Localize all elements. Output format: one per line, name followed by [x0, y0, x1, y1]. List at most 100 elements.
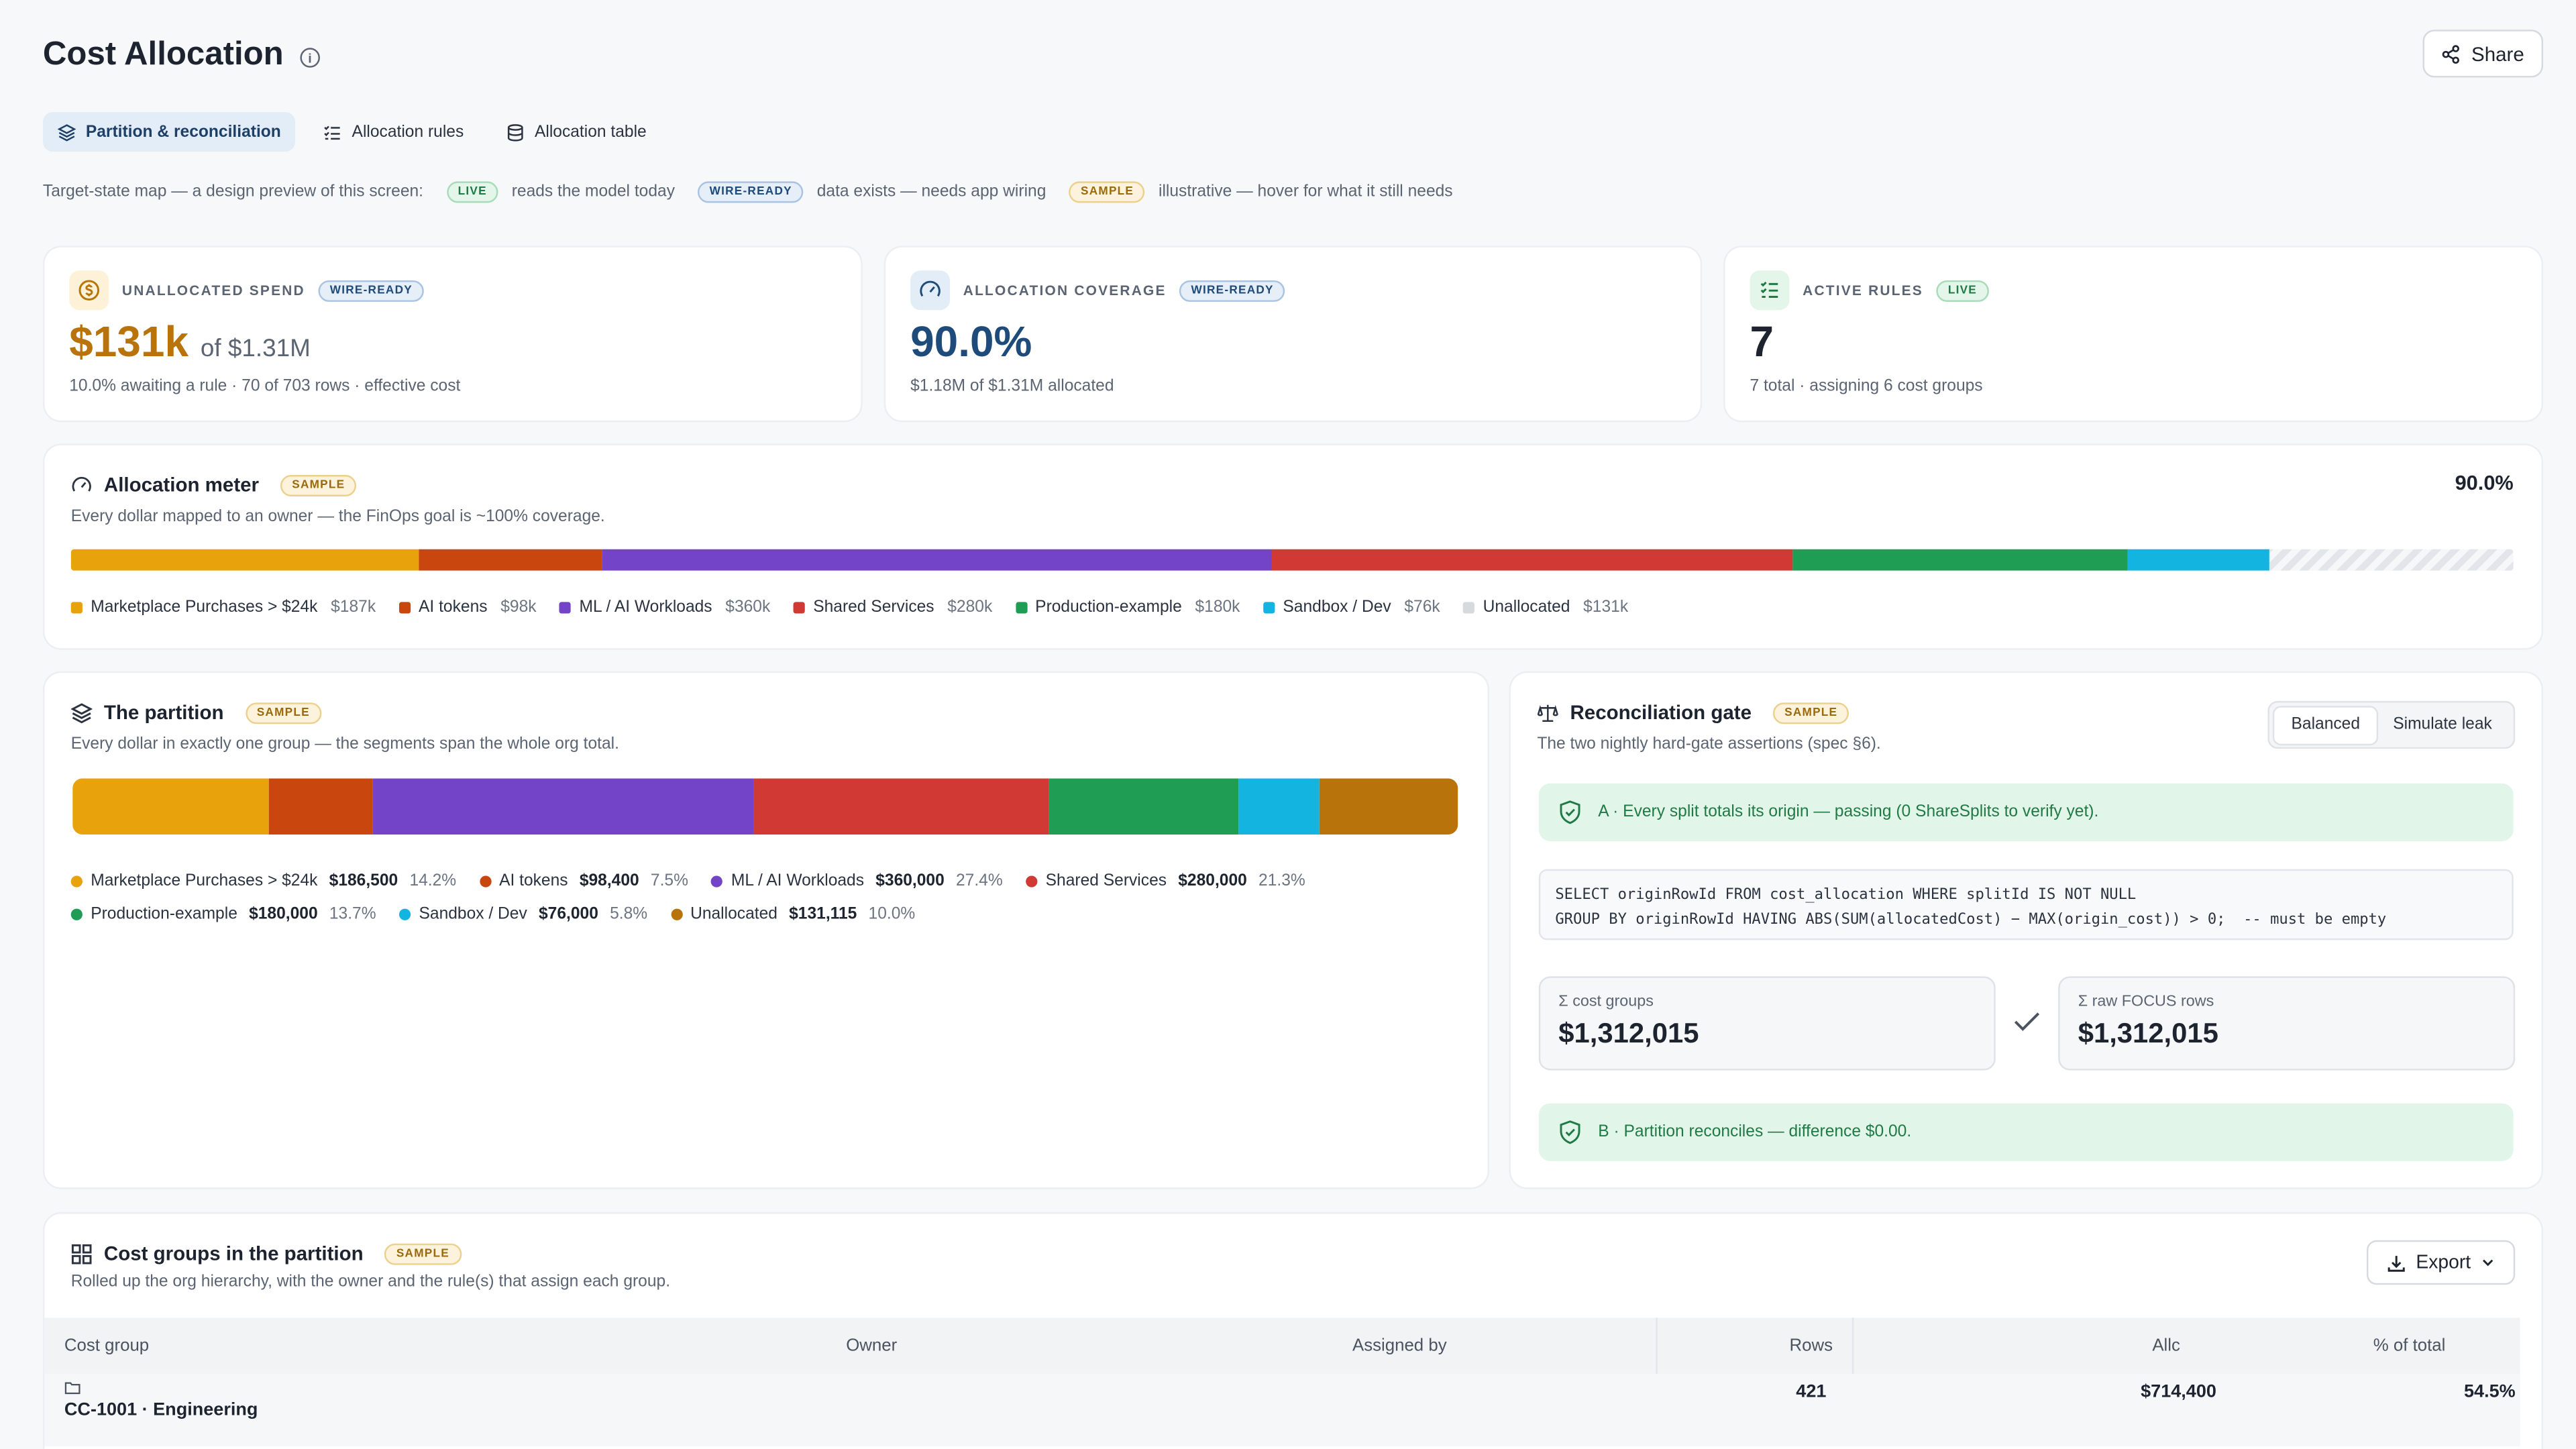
partition-segment-shared-services[interactable] — [753, 778, 1049, 835]
legend-item-ml-ai-workloads: ML / AI Workloads $360k — [559, 598, 770, 616]
database-icon — [508, 123, 524, 141]
legend-name: Production-example — [1035, 598, 1182, 617]
meter-segment-sandbox-dev[interactable] — [2127, 549, 2269, 571]
page-title-text: Cost Allocation — [42, 36, 284, 73]
column-header-alloc[interactable]: Allc — [2152, 1336, 2180, 1356]
table-row[interactable]: CC-1001 · Engineering 421 $714,400 54.5% — [44, 1373, 2520, 1447]
live-text: reads the model today — [511, 182, 675, 201]
meter-segment-shared-services[interactable] — [1271, 549, 1793, 571]
layers-icon — [70, 702, 93, 723]
tab-allocation-table[interactable]: Allocation table — [492, 112, 661, 152]
kpi-label: ALLOCATION COVERAGE — [963, 282, 1167, 299]
partition-segment-ai-tokens[interactable] — [269, 778, 374, 835]
legend-swatch — [479, 875, 491, 888]
kpi-label: ACTIVE RULES — [1803, 282, 1923, 299]
alloc-cell: $714,400 — [2141, 1382, 2216, 1402]
tab-allocation-rules[interactable]: Allocation rules — [309, 112, 479, 152]
meter-segment-ai-tokens[interactable] — [418, 549, 602, 571]
simulate-leak-toggle[interactable]: Simulate leak — [2393, 715, 2492, 735]
legend-item-marketplace-purchases-24k: Marketplace Purchases > $24k $187k — [70, 598, 376, 617]
partition-segment-production-example[interactable] — [1049, 778, 1240, 835]
kpi-value: 90.0% — [910, 317, 1032, 366]
folder-icon — [64, 1382, 80, 1395]
legend-item-shared-services: Shared Services $280,000 21.3% — [1026, 873, 1305, 891]
kpi-value: $131k of $1.31M — [69, 317, 311, 368]
meter-percent: 90.0% — [2455, 472, 2514, 495]
partition-segment-unallocated[interactable] — [1319, 778, 1458, 835]
pct-cell: 54.5% — [2463, 1382, 2516, 1402]
tab-partition-reconciliation[interactable]: Partition & reconciliation — [42, 112, 296, 152]
info-icon[interactable]: i — [300, 48, 320, 68]
legend-amount: $280,000 — [1178, 872, 1247, 891]
legend-amount: $186,500 — [329, 872, 398, 891]
column-header-pct-of-total[interactable]: % of total — [2373, 1336, 2446, 1356]
tab-label: Allocation table — [534, 123, 647, 142]
partition-bar — [72, 778, 1458, 835]
sample-badge: SAMPLE — [1069, 181, 1146, 203]
wire-ready-badge: WIRE-READY — [698, 181, 804, 203]
legend-swatch — [70, 602, 83, 614]
status-legend: Target-state map — a design preview of t… — [43, 181, 1453, 203]
legend-swatch — [398, 908, 411, 920]
share-button[interactable]: Share — [2422, 30, 2544, 78]
export-button[interactable]: Export — [2366, 1240, 2516, 1285]
column-header-cost-group[interactable]: Cost group — [64, 1336, 150, 1356]
legend-name: ML / AI Workloads — [731, 872, 865, 891]
legend-swatch — [793, 602, 805, 614]
column-header-rows[interactable]: Rows — [1789, 1336, 1833, 1356]
legend-percent: 14.2% — [409, 872, 457, 891]
sum-value: $1,312,015 — [1558, 1017, 1699, 1049]
meter-segment-marketplace-purchases-24k[interactable] — [70, 549, 419, 571]
sample-badge: SAMPLE — [245, 702, 322, 724]
legend-percent: 27.4% — [956, 872, 1003, 891]
meter-segment-unallocated[interactable] — [2269, 549, 2514, 571]
assertion-a-text: A · Every split totals its origin — pass… — [1598, 803, 2099, 822]
scale-icon — [1537, 704, 1558, 721]
legend-percent: 21.3% — [1258, 872, 1305, 891]
sample-text: illustrative — hover for what it still n… — [1158, 182, 1453, 201]
assertion-a-status: A · Every split totals its origin — pass… — [1538, 783, 2514, 841]
rows-cell: 421 — [1796, 1382, 1827, 1402]
section-title-text: Cost groups in the partition — [103, 1242, 364, 1265]
check-icon — [2014, 1012, 2040, 1031]
column-header-assigned-by[interactable]: Assigned by — [1352, 1336, 1447, 1356]
partition-segment-ml-ai-workloads[interactable] — [373, 778, 754, 835]
layers-icon — [58, 123, 76, 141]
list-check-icon — [325, 125, 341, 139]
kpi-subtext: $1.18M of $1.31M allocated — [910, 377, 1114, 396]
legend-percent: 7.5% — [650, 872, 688, 891]
section-title: Allocation meter SAMPLE — [71, 474, 357, 496]
chevron-down-icon — [2483, 1259, 2493, 1267]
legend-value: $98k — [500, 598, 537, 617]
legend-percent: 10.0% — [868, 905, 916, 924]
legend-swatch — [559, 602, 572, 614]
legend-item-production-example: Production-example $180k — [1015, 598, 1240, 617]
grid-icon — [71, 1243, 92, 1264]
partition-card: The partition SAMPLE Every dollar in exa… — [44, 673, 1488, 1188]
tab-label: Allocation rules — [352, 123, 464, 142]
balanced-toggle[interactable]: Balanced — [2274, 706, 2377, 743]
section-subtitle: Rolled up the org hierarchy, with the ow… — [70, 1273, 671, 1292]
cost-group-cell: CC-1001 · Engineering — [64, 1400, 258, 1420]
kpi-card-coverage: ALLOCATION COVERAGE WIRE-READY 90.0% $1.… — [885, 247, 1701, 421]
page-title: Cost Allocation i — [43, 36, 320, 74]
legend-item-unallocated: Unallocated $131k — [1463, 598, 1628, 616]
meter-legend: Marketplace Purchases > $24k $187k AI toke… — [70, 598, 1652, 617]
legend-swatch — [1463, 602, 1475, 614]
legend-name: Marketplace Purchases > $24k — [91, 598, 318, 617]
column-divider — [1656, 1318, 1658, 1374]
legend-name: Shared Services — [1045, 872, 1167, 891]
column-header-owner[interactable]: Owner — [846, 1336, 898, 1356]
partition-segment-sandbox-dev[interactable] — [1239, 778, 1320, 835]
legend-item-ai-tokens: AI tokens $98k — [398, 598, 537, 617]
legend-value: $280k — [947, 598, 993, 617]
column-divider — [1851, 1318, 1854, 1374]
legend-swatch — [398, 602, 411, 614]
legend-item-sandbox-dev: Sandbox / Dev $76,000 5.8% — [398, 906, 647, 924]
wire-ready-text: data exists — needs app wiring — [816, 182, 1046, 201]
partition-segment-marketplace-purchases-24k[interactable] — [72, 778, 270, 835]
kpi-card-unallocated: UNALLOCATED SPEND WIRE-READY $131k of $1… — [44, 247, 861, 421]
gauge-icon — [72, 476, 91, 491]
meter-segment-production-example[interactable] — [1792, 549, 2128, 571]
meter-segment-ml-ai-workloads[interactable] — [601, 549, 1272, 571]
